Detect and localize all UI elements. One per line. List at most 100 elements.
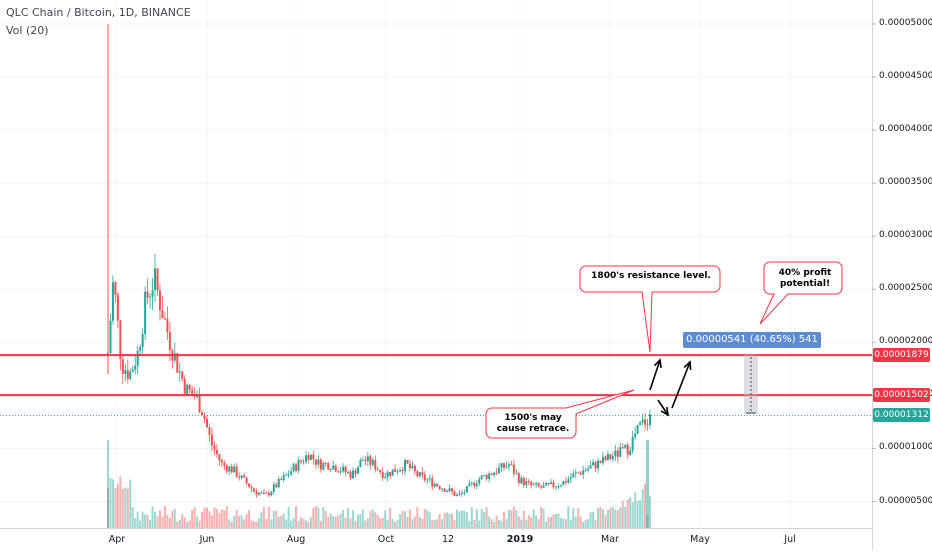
candle-body: [562, 481, 565, 486]
candle-body: [609, 454, 612, 459]
volume-bar: [275, 510, 278, 528]
candle-body: [317, 459, 320, 465]
candle-body: [282, 475, 285, 480]
volume-bar: [277, 516, 280, 528]
volume-bar: [280, 515, 283, 528]
volume-bar: [423, 508, 426, 528]
candle-body: [391, 469, 394, 476]
volume-bar: [594, 520, 597, 528]
candle-body: [582, 470, 585, 475]
price-range-measure-label[interactable]: 0.00000541 (40.65%) 541: [683, 332, 821, 348]
candle-body: [297, 460, 300, 471]
volume-bar: [475, 509, 478, 528]
candle-body: [280, 478, 283, 480]
candle-body: [587, 468, 590, 471]
volume-bar: [381, 518, 384, 528]
volume-bar: [220, 509, 223, 528]
volume-bar: [451, 513, 454, 528]
candle-body: [401, 469, 404, 472]
candle-body: [369, 456, 372, 465]
y-tick-label: 0.00002000: [879, 336, 932, 347]
candle-body: [213, 445, 216, 450]
candle-body: [176, 353, 179, 373]
volume-bar: [139, 520, 142, 528]
volume-bar: [391, 519, 394, 528]
volume-bar: [488, 516, 491, 528]
volume-bar: [554, 514, 557, 528]
candle-body: [275, 484, 278, 488]
volume-bar: [119, 476, 122, 528]
candle-body: [270, 491, 273, 496]
volume-bar: [295, 506, 298, 528]
candle-body: [215, 449, 218, 455]
candle-body: [255, 491, 258, 495]
candle-body: [287, 474, 290, 476]
price-tag-last-price: 0.00001312: [873, 408, 930, 423]
volume-bar: [267, 506, 270, 528]
volume-bar: [371, 509, 374, 528]
volume-bar: [243, 519, 246, 528]
candle-body: [599, 460, 602, 463]
volume-bar: [235, 510, 238, 528]
candle-body: [292, 464, 295, 472]
candle-body: [552, 482, 555, 488]
candle-body: [158, 290, 161, 311]
volume-bar: [436, 519, 439, 528]
volume-bar: [262, 506, 265, 528]
volume-bar: [458, 511, 461, 528]
x-tick-label: Oct: [377, 534, 395, 545]
x-tick-label: Jun: [199, 534, 215, 545]
volume-bar: [124, 487, 127, 528]
volume-bar: [233, 515, 236, 528]
volume-bar: [265, 518, 268, 528]
volume-bar: [337, 515, 340, 528]
candle-body: [448, 488, 451, 492]
volume-bar: [433, 519, 436, 528]
candle-body: [396, 471, 399, 473]
candle-body: [205, 418, 208, 428]
resistance-note[interactable]: 1800's resistance level.: [591, 271, 711, 281]
volume-bar: [359, 514, 362, 528]
volume-bar: [567, 506, 570, 528]
volume-bar: [230, 521, 233, 528]
volume-bar: [342, 510, 345, 528]
volume-bar: [480, 508, 483, 528]
volume-bar: [473, 519, 476, 528]
volume-bar: [644, 483, 647, 528]
profit-note[interactable]: 40% profit potential!: [778, 268, 832, 289]
candle-body: [601, 456, 604, 463]
candle-body: [614, 450, 617, 457]
candle-body: [347, 471, 350, 473]
volume-bar: [166, 514, 169, 528]
volume-bar: [453, 520, 456, 528]
volume-bar: [205, 507, 208, 528]
y-tick-label: 0.00000500: [879, 495, 932, 506]
candle-body: [129, 371, 132, 379]
volume-bar: [225, 506, 228, 528]
candle-body: [201, 412, 204, 416]
candle-body: [114, 282, 117, 295]
retrace-note[interactable]: 1500's may cause retrace.: [496, 413, 570, 434]
candle-body: [161, 310, 164, 319]
projection-arrow: [649, 359, 661, 391]
candle-body: [243, 475, 246, 478]
candle-body: [349, 471, 352, 479]
volume-bar: [443, 512, 446, 528]
candle-body: [631, 436, 634, 451]
candle-body: [520, 477, 523, 484]
candle-body: [134, 365, 137, 370]
volume-bar: [176, 521, 179, 528]
volume-label: Vol (20): [6, 24, 49, 37]
candle-body: [644, 419, 647, 425]
volume-bar: [215, 508, 218, 528]
candle-body: [473, 482, 476, 486]
volume-bar: [611, 507, 614, 528]
candle-body: [493, 472, 496, 475]
candle-body: [384, 477, 387, 479]
volume-bar: [136, 511, 139, 528]
candle-body: [446, 491, 449, 493]
candle-body: [559, 485, 562, 487]
volume-bar: [208, 511, 211, 528]
